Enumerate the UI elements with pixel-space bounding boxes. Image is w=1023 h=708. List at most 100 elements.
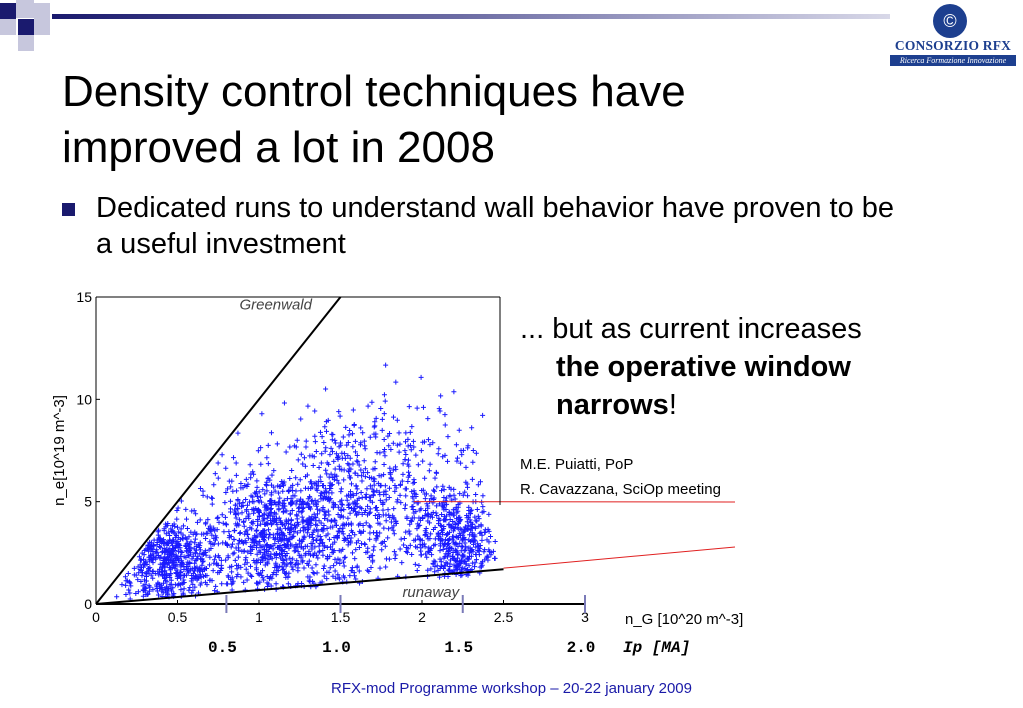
data-point <box>344 442 350 448</box>
data-point <box>350 407 356 413</box>
data-point <box>299 519 305 525</box>
data-point <box>264 488 270 494</box>
data-point <box>175 539 181 545</box>
data-point <box>466 508 472 514</box>
data-point <box>362 494 368 500</box>
data-point <box>290 556 296 562</box>
data-point <box>231 528 237 534</box>
data-point <box>330 573 336 579</box>
data-point <box>155 592 161 598</box>
data-point <box>326 496 332 502</box>
data-point <box>245 570 251 576</box>
data-point <box>383 362 389 368</box>
data-point <box>321 573 327 579</box>
data-point <box>340 559 346 565</box>
data-point <box>318 520 324 526</box>
data-point <box>266 581 272 587</box>
data-point <box>199 562 205 568</box>
data-point <box>254 545 260 551</box>
data-point <box>326 474 332 480</box>
data-point <box>328 524 334 530</box>
data-point <box>359 506 365 512</box>
data-point <box>251 506 257 512</box>
data-point <box>471 539 477 545</box>
data-point <box>485 526 491 532</box>
data-point <box>292 562 298 568</box>
data-point <box>175 582 181 588</box>
data-point <box>414 544 420 550</box>
data-point <box>235 571 241 577</box>
data-point <box>426 468 432 474</box>
data-point <box>165 551 171 557</box>
data-point <box>294 437 300 443</box>
data-point <box>401 542 407 548</box>
data-point <box>473 450 479 456</box>
data-point <box>319 434 325 440</box>
data-point <box>265 513 271 519</box>
data-point <box>356 522 362 528</box>
data-point <box>313 486 319 492</box>
data-point <box>239 504 245 510</box>
data-point <box>189 572 195 578</box>
data-point <box>230 551 236 557</box>
data-point <box>359 511 365 517</box>
data-point <box>375 534 381 540</box>
data-point <box>406 404 412 410</box>
data-point <box>330 449 336 455</box>
data-point <box>332 518 338 524</box>
data-point <box>276 506 282 512</box>
data-point <box>364 486 370 492</box>
data-point <box>281 400 287 406</box>
data-point <box>321 543 327 549</box>
data-point <box>270 543 276 549</box>
data-point <box>394 442 400 448</box>
data-point <box>381 411 387 417</box>
data-point <box>424 533 430 539</box>
data-point <box>266 510 272 516</box>
data-point <box>372 459 378 465</box>
data-point <box>440 454 446 460</box>
data-point <box>133 590 139 596</box>
data-point <box>348 489 354 495</box>
data-point <box>155 532 161 538</box>
data-point <box>351 422 357 428</box>
data-point <box>166 560 172 566</box>
data-point <box>256 514 262 520</box>
data-point <box>367 434 373 440</box>
data-point <box>427 514 433 520</box>
data-point <box>176 541 182 547</box>
data-point <box>437 566 443 572</box>
data-point <box>187 560 193 566</box>
data-point <box>379 427 385 433</box>
data-point <box>390 527 396 533</box>
data-point <box>190 581 196 587</box>
data-point <box>167 582 173 588</box>
data-point <box>143 585 149 591</box>
data-point <box>346 505 352 511</box>
data-point <box>430 487 436 493</box>
data-point <box>277 518 283 524</box>
data-point <box>350 444 356 450</box>
data-point <box>218 557 224 563</box>
data-point <box>147 565 153 571</box>
data-point <box>211 541 217 547</box>
data-point <box>325 417 331 423</box>
data-point <box>352 499 358 505</box>
data-point <box>164 590 170 596</box>
data-point <box>412 491 418 497</box>
data-point <box>159 540 165 546</box>
data-point <box>346 492 352 498</box>
data-point <box>179 535 185 541</box>
data-point <box>390 513 396 519</box>
data-point <box>315 528 321 534</box>
data-point <box>437 408 443 414</box>
data-point <box>348 568 354 574</box>
data-point <box>211 557 217 563</box>
data-point <box>256 489 262 495</box>
data-point <box>414 567 420 573</box>
data-point <box>460 552 466 558</box>
data-point <box>146 570 152 576</box>
data-point <box>341 467 347 473</box>
data-point <box>460 447 466 453</box>
data-point <box>226 535 232 541</box>
